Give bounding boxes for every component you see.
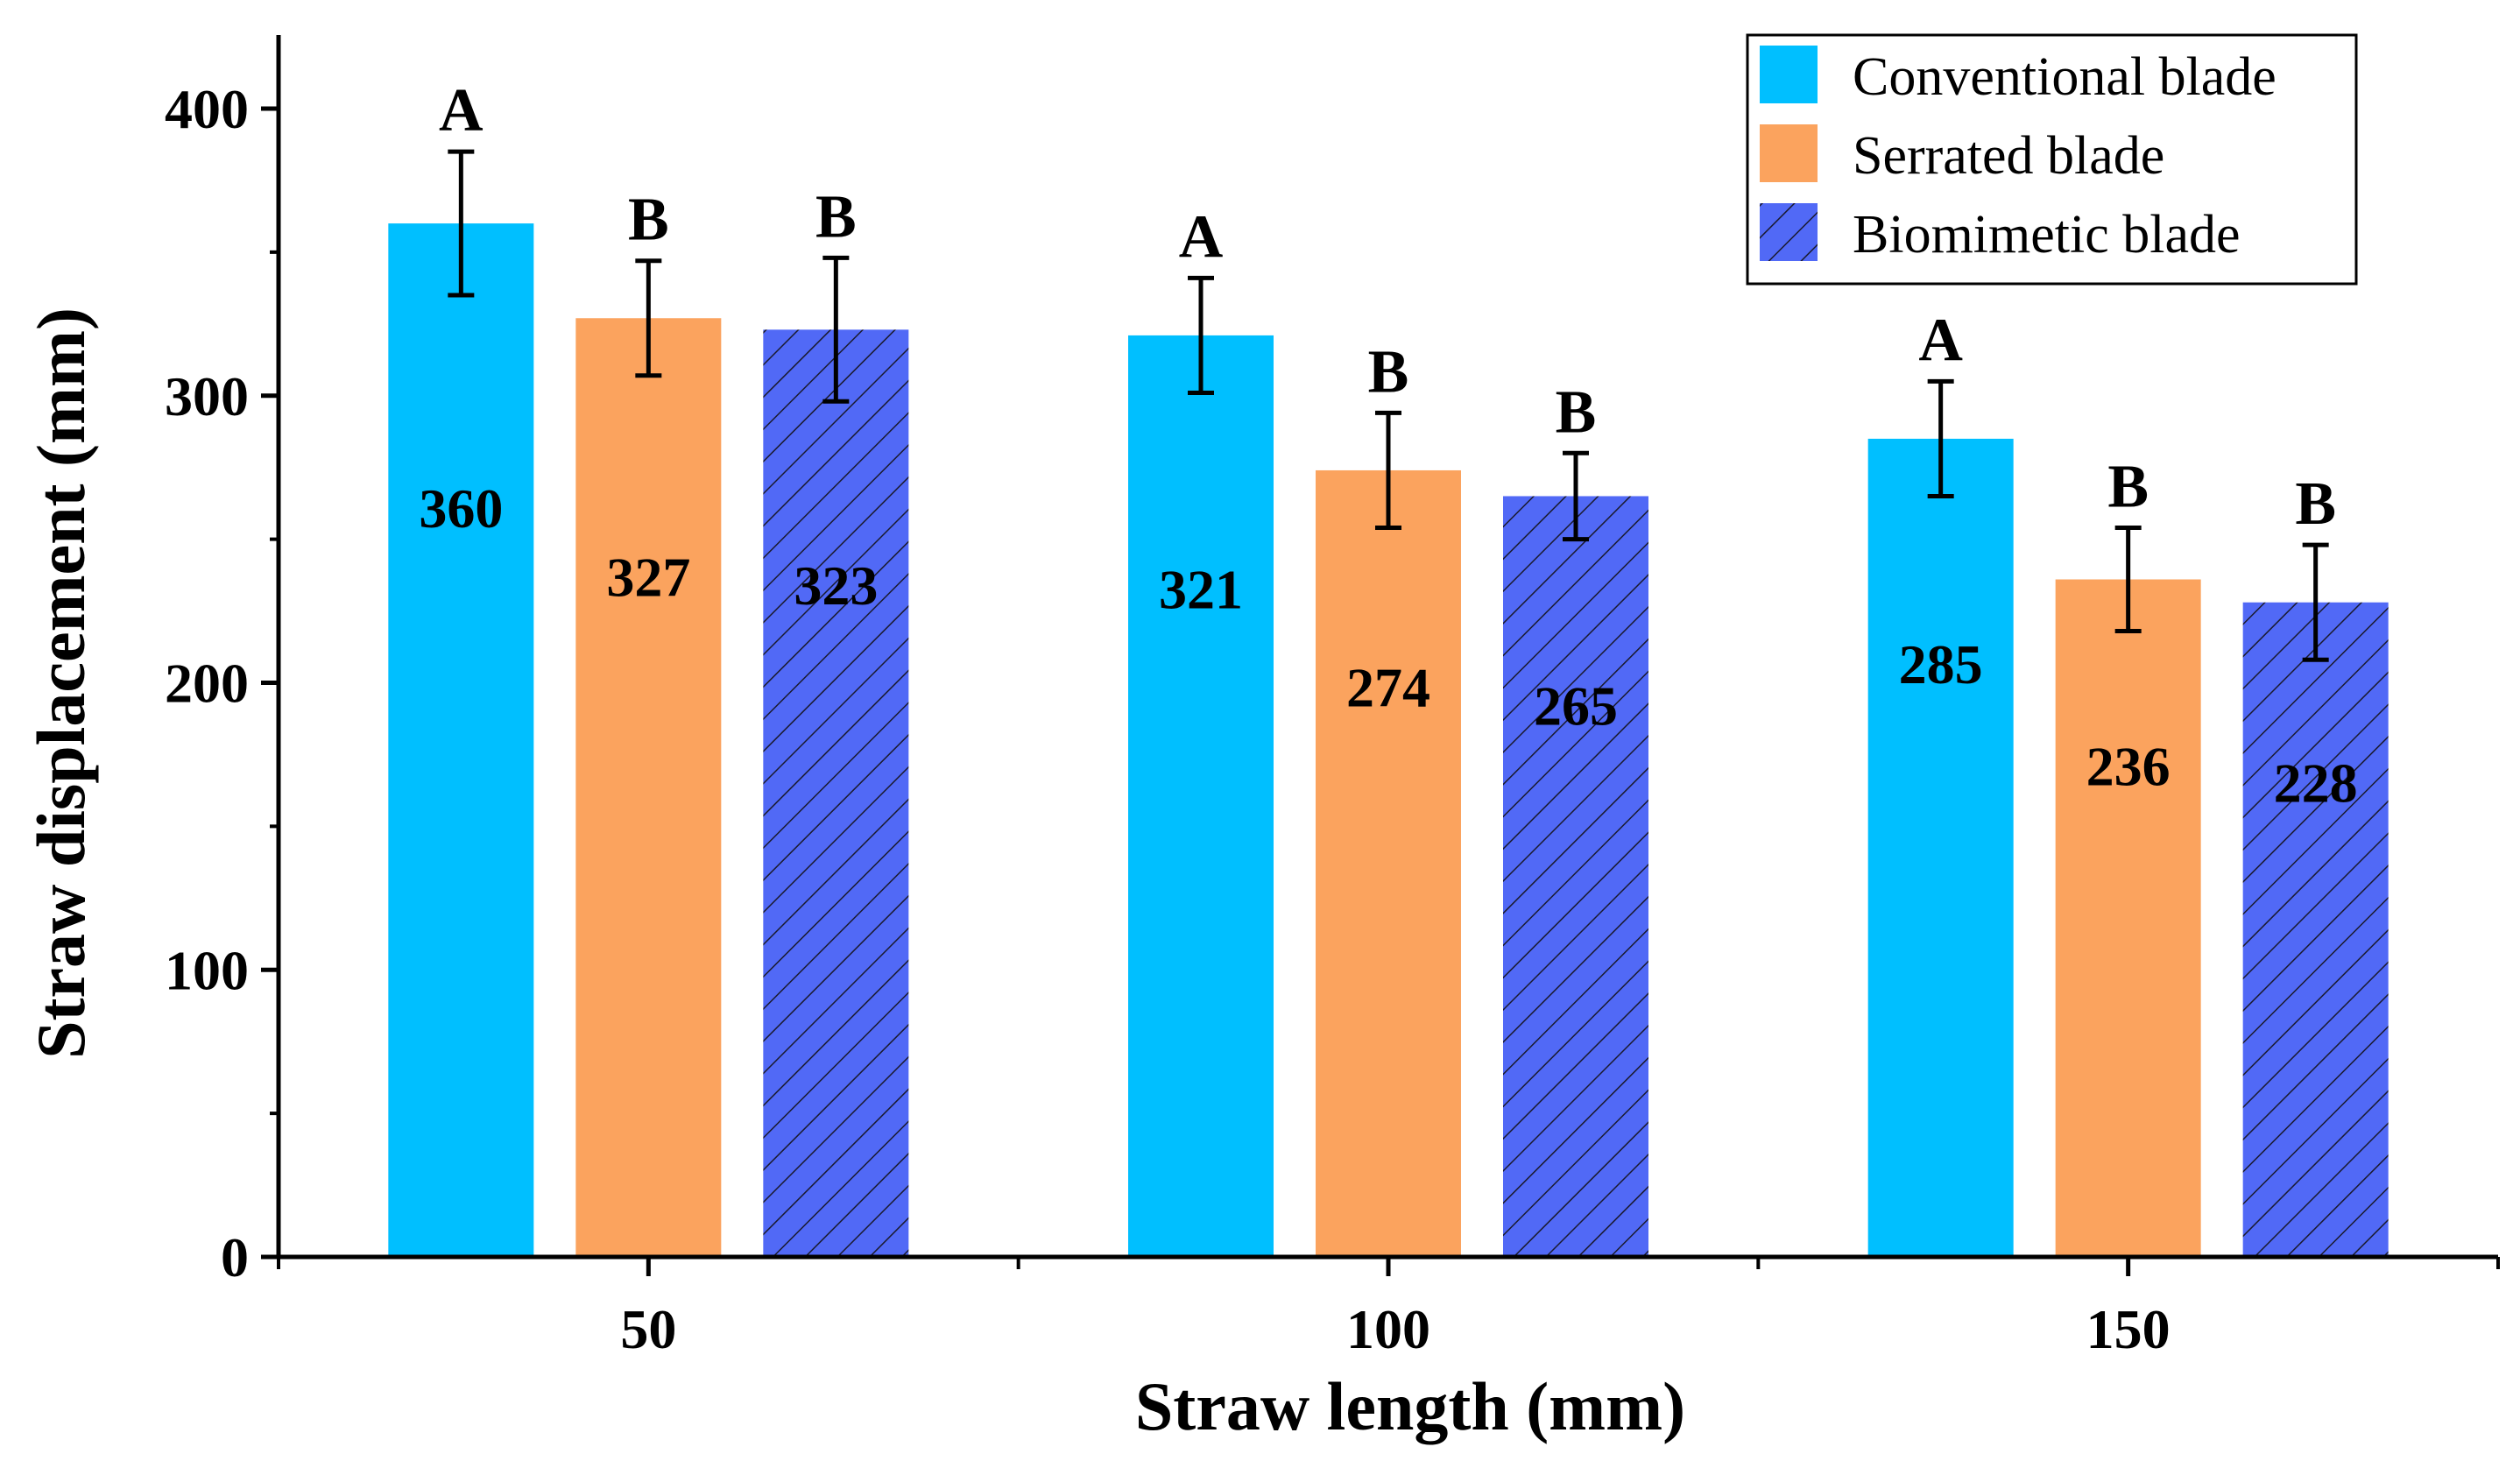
y-tick-label: 300 [165,365,249,427]
axes: 0 100 200 300 400 50 100 150 [165,35,2500,1360]
legend-label: Conventional blade [1853,47,2276,107]
legend-swatch [1760,124,1818,182]
bar [2242,602,2389,1257]
bar [763,329,909,1258]
legend-label: Biomimetic blade [1853,205,2241,265]
bar [1316,469,1461,1257]
data-label: 274 [1346,656,1430,718]
y-tick-label: 0 [221,1226,249,1288]
significance-letter: A [1918,307,1963,374]
legend-swatch [1760,46,1818,103]
significance-letter: B [2295,470,2336,538]
plot-area: 360 A 327 B 323 B 321 A 274 B 265 B 285 A 236 B 228 B [388,77,2389,1258]
data-label: 327 [606,546,690,608]
legend-swatch [1760,203,1818,261]
data-label: 323 [794,554,878,617]
legend: Conventional blade Serrated blade Biomimet… [1746,33,2358,286]
y-tick-label: 400 [165,78,249,140]
significance-letter: A [1179,203,1224,271]
legend-box [1746,33,2358,286]
y-tick-label: 200 [165,653,249,715]
data-label: 285 [1899,633,1983,695]
data-label: 265 [1534,675,1618,738]
x-tick-label: 100 [1346,1298,1430,1360]
significance-letter: B [2107,454,2149,521]
y-tick-label: 100 [165,939,249,1001]
x-tick-label: 50 [620,1298,676,1360]
significance-letter: B [628,187,669,254]
significance-letter: B [1368,338,1409,406]
bar [1867,438,2014,1258]
bar [388,223,534,1258]
significance-letter: A [439,77,484,145]
x-tick-label: 150 [2086,1298,2171,1360]
data-label: 360 [419,477,503,540]
bar [575,318,722,1257]
data-label: 236 [2086,736,2171,798]
data-label: 321 [1159,559,1243,621]
bar [2055,579,2201,1257]
y-axis-title: Straw displacement (mm) [23,307,99,1059]
data-label: 228 [2274,752,2358,815]
legend-label: Serrated blade [1853,126,2164,186]
bar [1503,496,1648,1257]
bar [1128,335,1274,1257]
x-axis-title: Straw length (mm) [1135,1368,1685,1444]
significance-letter: B [815,183,857,251]
significance-letter: B [1556,378,1597,446]
